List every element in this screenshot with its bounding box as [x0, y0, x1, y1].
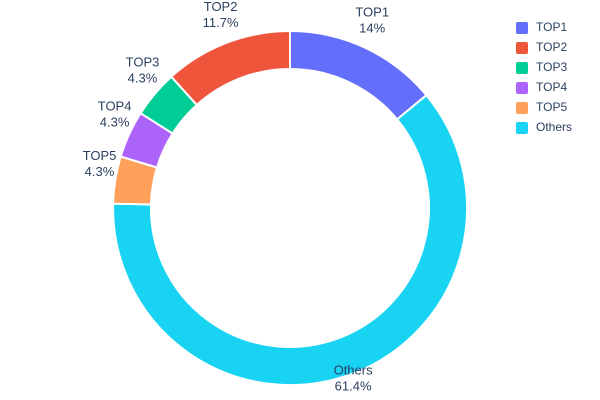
legend-label: TOP4	[536, 80, 568, 94]
legend-item-top1[interactable]: TOP1	[516, 21, 572, 34]
slice-label-top2: TOP2 11.7%	[203, 0, 239, 30]
slice-top1[interactable]	[289, 30, 428, 121]
slice-others[interactable]	[112, 94, 469, 387]
legend-label: TOP5	[536, 100, 568, 114]
legend-item-top2[interactable]: TOP2	[516, 41, 572, 54]
legend: TOP1 TOP2 TOP3 TOP4 TOP5 Others	[516, 21, 572, 134]
legend-swatch-top4	[516, 81, 528, 94]
slice-label-top1: TOP1 14%	[355, 4, 389, 35]
slice-label-others: Others 61.4%	[334, 362, 374, 393]
legend-swatch-top3	[516, 61, 528, 74]
legend-label: TOP3	[536, 60, 568, 74]
legend-item-top3[interactable]: TOP3	[516, 61, 572, 74]
slice-top2[interactable]	[170, 30, 291, 106]
legend-label: TOP1	[536, 20, 568, 34]
slice-label-top4: TOP4 4.3%	[98, 99, 132, 130]
legend-label: TOP2	[536, 40, 568, 54]
legend-swatch-others	[516, 121, 528, 134]
slice-label-top5: TOP5 4.3%	[83, 148, 117, 179]
slice-label-top3: TOP3 4.3%	[126, 55, 160, 86]
legend-item-top4[interactable]: TOP4	[516, 81, 572, 94]
legend-swatch-top2	[516, 41, 528, 54]
legend-swatch-top1	[516, 21, 528, 34]
legend-item-top5[interactable]: TOP5	[516, 101, 572, 114]
legend-swatch-top5	[516, 101, 528, 114]
legend-item-others[interactable]: Others	[516, 121, 572, 134]
legend-label: Others	[536, 120, 573, 134]
